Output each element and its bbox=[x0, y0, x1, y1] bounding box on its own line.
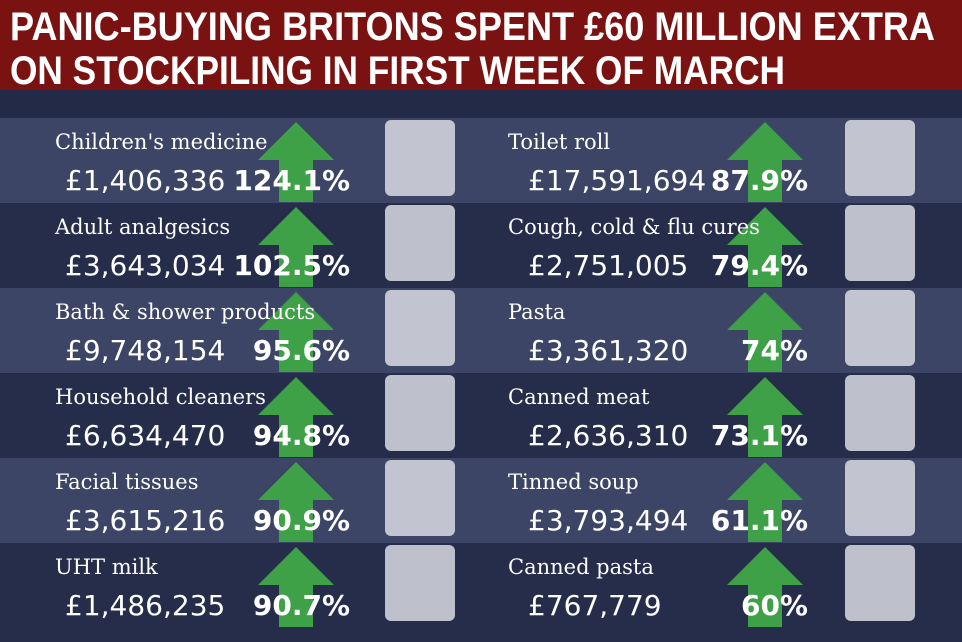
product-image bbox=[845, 460, 915, 536]
product-image bbox=[845, 120, 915, 196]
up-arrow bbox=[727, 207, 803, 287]
item-amount: £2,636,310 bbox=[528, 419, 688, 452]
product-image bbox=[845, 205, 915, 281]
up-arrow bbox=[258, 547, 334, 627]
product-image bbox=[385, 290, 455, 366]
up-arrow bbox=[727, 462, 803, 542]
row-stripe bbox=[0, 203, 962, 288]
product-image bbox=[385, 205, 455, 281]
item-amount: £3,361,320 bbox=[528, 334, 688, 367]
item-name: Toilet roll bbox=[508, 130, 610, 154]
title-line: PANIC-BUYING BRITONS SPENT £60 MILLION E… bbox=[10, 5, 935, 49]
item-amount: £1,406,336 bbox=[65, 164, 225, 197]
item-amount: £3,615,216 bbox=[65, 504, 225, 537]
item-change: 87.9% bbox=[711, 164, 808, 197]
up-arrow bbox=[727, 377, 803, 457]
item-change: 95.6% bbox=[253, 334, 350, 367]
item-change: 90.9% bbox=[253, 504, 350, 537]
row-stripe bbox=[0, 458, 962, 543]
row-stripe bbox=[0, 288, 962, 373]
item-change: 73.1% bbox=[711, 419, 808, 452]
item-name: Household cleaners bbox=[55, 385, 266, 409]
item-amount: £3,793,494 bbox=[528, 504, 688, 537]
item-amount: £767,779 bbox=[528, 589, 662, 622]
item-name: UHT milk bbox=[55, 555, 158, 579]
item-name: Canned meat bbox=[508, 385, 650, 409]
item-amount: £3,643,034 bbox=[65, 249, 225, 282]
row-stripe bbox=[0, 118, 962, 203]
item-amount: £9,748,154 bbox=[65, 334, 225, 367]
title-banner bbox=[0, 0, 962, 90]
up-arrow bbox=[727, 122, 803, 202]
product-image bbox=[845, 290, 915, 366]
title-line: ON STOCKPILING IN FIRST WEEK OF MARCH bbox=[10, 49, 785, 93]
item-name: Cough, cold & flu cures bbox=[508, 215, 760, 239]
item-name: Bath & shower products bbox=[55, 300, 315, 324]
product-image bbox=[385, 120, 455, 196]
up-arrow bbox=[258, 377, 334, 457]
item-change: 102.5% bbox=[233, 249, 350, 282]
item-amount: £6,634,470 bbox=[65, 419, 225, 452]
item-change: 94.8% bbox=[253, 419, 350, 452]
product-image bbox=[845, 375, 915, 451]
item-change: 79.4% bbox=[711, 249, 808, 282]
product-image bbox=[385, 545, 455, 621]
item-name: Pasta bbox=[508, 300, 565, 324]
item-name: Facial tissues bbox=[55, 470, 199, 494]
item-amount: £1,486,235 bbox=[65, 589, 225, 622]
item-change: 90.7% bbox=[253, 589, 350, 622]
product-image bbox=[385, 460, 455, 536]
item-amount: £2,751,005 bbox=[528, 249, 688, 282]
item-change: 61.1% bbox=[711, 504, 808, 537]
row-stripe bbox=[0, 543, 962, 642]
up-arrow bbox=[727, 292, 803, 372]
up-arrow bbox=[258, 207, 334, 287]
item-name: Tinned soup bbox=[508, 470, 639, 494]
item-amount: £17,591,694 bbox=[528, 164, 706, 197]
product-image bbox=[385, 375, 455, 451]
up-arrow bbox=[258, 462, 334, 542]
item-name: Adult analgesics bbox=[54, 215, 230, 239]
item-change: 124.1% bbox=[233, 164, 350, 197]
up-arrow bbox=[727, 547, 803, 627]
item-name: Canned pasta bbox=[508, 555, 654, 579]
up-arrow bbox=[258, 122, 334, 202]
row-stripe bbox=[0, 373, 962, 458]
item-name: Children's medicine bbox=[55, 130, 268, 154]
item-change: 60% bbox=[741, 589, 808, 622]
product-image bbox=[845, 545, 915, 621]
item-change: 74% bbox=[741, 334, 808, 367]
up-arrow bbox=[258, 292, 334, 372]
